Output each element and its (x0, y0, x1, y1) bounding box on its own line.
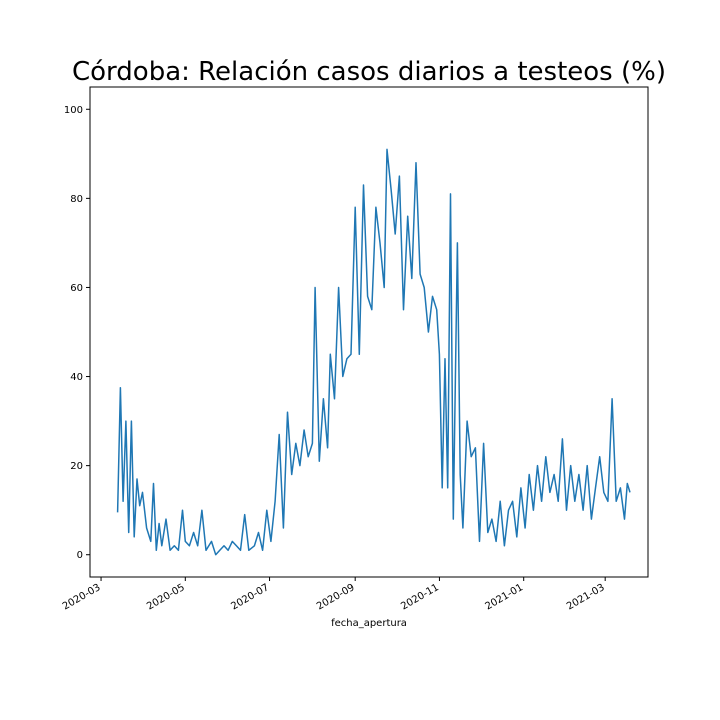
x-tick-label: 2020-03 (61, 582, 103, 612)
x-tick-label: 2020-09 (315, 582, 357, 612)
series-line (116, 148, 631, 556)
y-tick-label: 0 (77, 550, 83, 561)
x-axis: 2020-03 2020-05 2020-07 2020-09 2020-11 2021-… (61, 577, 607, 612)
y-tick-label: 60 (70, 283, 83, 294)
y-tick-label: 40 (70, 372, 83, 383)
x-tick-label: 2020-07 (229, 582, 271, 612)
x-tick-label: 2020-05 (145, 582, 187, 612)
x-tick-label: 2020-11 (399, 582, 441, 612)
y-tick-label: 80 (70, 194, 83, 205)
series-layer (116, 148, 631, 556)
x-axis-label: fecha_apertura (331, 618, 407, 629)
plot-frame (89, 86, 649, 578)
x-tick-label: 2021-03 (565, 582, 607, 612)
y-tick-label: 100 (64, 105, 83, 116)
chart-title: Córdoba: Relación casos diarios a testeo… (72, 57, 666, 87)
y-tick-label: 20 (70, 461, 83, 472)
y-axis: 0 20 40 60 80 100 (64, 105, 90, 561)
x-tick-label: 2021-01 (483, 582, 525, 612)
